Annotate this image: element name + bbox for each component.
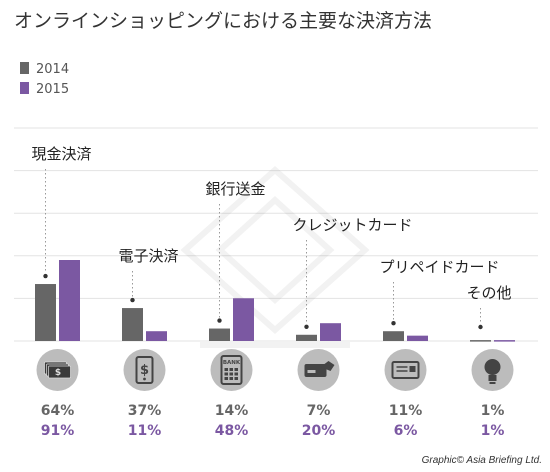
bulb-glass <box>484 359 501 375</box>
bar-2014 <box>383 331 404 341</box>
bank-atm-icon: BANK <box>220 355 243 385</box>
leader-dot <box>391 321 396 326</box>
category-label: 現金決済 <box>32 145 92 163</box>
watermark-shape <box>215 195 335 305</box>
category-label: 銀行送金 <box>206 180 266 198</box>
bar-2014 <box>122 308 143 341</box>
value-label-2014: 1% <box>480 403 505 419</box>
value-label-2015: 91% <box>40 423 75 439</box>
legend-label-2014: 2014 <box>36 62 70 77</box>
bulb-tip <box>489 382 496 384</box>
legend-item-2014: 2014 <box>20 62 69 77</box>
chart-title: オンラインショッピングにおける主要な決済方法 <box>14 10 433 32</box>
value-label-2014: 7% <box>306 403 331 419</box>
value-label-2015: 20% <box>301 423 336 439</box>
cash-icon: $ <box>44 361 71 379</box>
value-label-2015: 1% <box>480 423 505 439</box>
leader-dot <box>130 297 135 303</box>
phone-body <box>135 356 154 384</box>
prepaid-card-body <box>391 361 420 379</box>
bar-2015 <box>407 335 428 341</box>
value-label-2014: 37% <box>127 403 162 419</box>
bar-2014 <box>470 340 491 342</box>
phone-button <box>143 377 146 381</box>
category-label: クレジットカード <box>293 216 413 234</box>
atm-bank-text: BANK <box>223 360 241 366</box>
value-label-2014: 14% <box>214 403 249 419</box>
icon-circle <box>123 349 166 391</box>
atm-key <box>229 377 233 380</box>
legend-swatch-2015 <box>20 82 29 94</box>
atm-key <box>224 372 228 376</box>
icon-circle <box>384 349 427 391</box>
category-label: その他 <box>467 284 512 302</box>
credit-card-icon <box>304 361 335 377</box>
bar-2015 <box>233 298 254 341</box>
hand <box>320 361 335 371</box>
prepaid-card-stamp <box>409 366 416 372</box>
value-label-2015: 48% <box>214 423 249 439</box>
value-label-2015: 6% <box>393 423 418 439</box>
banknote-symbol: $ <box>55 368 61 378</box>
category-label: プリペイドカード <box>380 258 500 276</box>
dollar-symbol: $ <box>140 363 149 378</box>
bar-2015 <box>320 323 341 341</box>
card-chip <box>307 370 316 373</box>
bar-2015 <box>494 340 515 342</box>
atm-key <box>234 377 238 380</box>
credit: Graphic© Asia Briefing Ltd. <box>421 455 542 466</box>
legend-label-2015: 2015 <box>36 82 70 97</box>
atm-key <box>234 368 238 371</box>
watermark-shape <box>180 165 370 335</box>
leader-dot <box>304 324 309 329</box>
legend-swatch-2014 <box>20 62 29 74</box>
bar-2014 <box>296 334 317 341</box>
value-label-2014: 11% <box>388 403 423 419</box>
leader-dot <box>217 318 222 323</box>
legend-item-2015: 2015 <box>20 82 69 97</box>
bar-2014 <box>209 328 230 341</box>
atm-key <box>224 377 228 380</box>
lightbulb-icon <box>484 359 501 384</box>
bar-2014 <box>35 284 56 341</box>
atm-body <box>220 355 243 385</box>
leader-dot <box>478 324 483 330</box>
mobile-payment-icon: $ <box>135 356 154 384</box>
prepaid-card-icon <box>391 361 420 379</box>
value-label-2015: 11% <box>127 423 162 439</box>
bar-2015 <box>59 260 80 341</box>
watermark-logo <box>180 165 370 348</box>
atm-key <box>234 372 238 376</box>
atm-key <box>224 368 228 371</box>
category-label: 電子決済 <box>119 247 179 265</box>
value-label-2014: 64% <box>40 403 75 419</box>
bar-2015 <box>146 331 167 341</box>
leader-dot <box>43 273 48 279</box>
bulb-base <box>488 375 497 381</box>
banknote <box>48 365 71 379</box>
atm-key <box>229 368 233 371</box>
atm-key <box>229 372 233 376</box>
